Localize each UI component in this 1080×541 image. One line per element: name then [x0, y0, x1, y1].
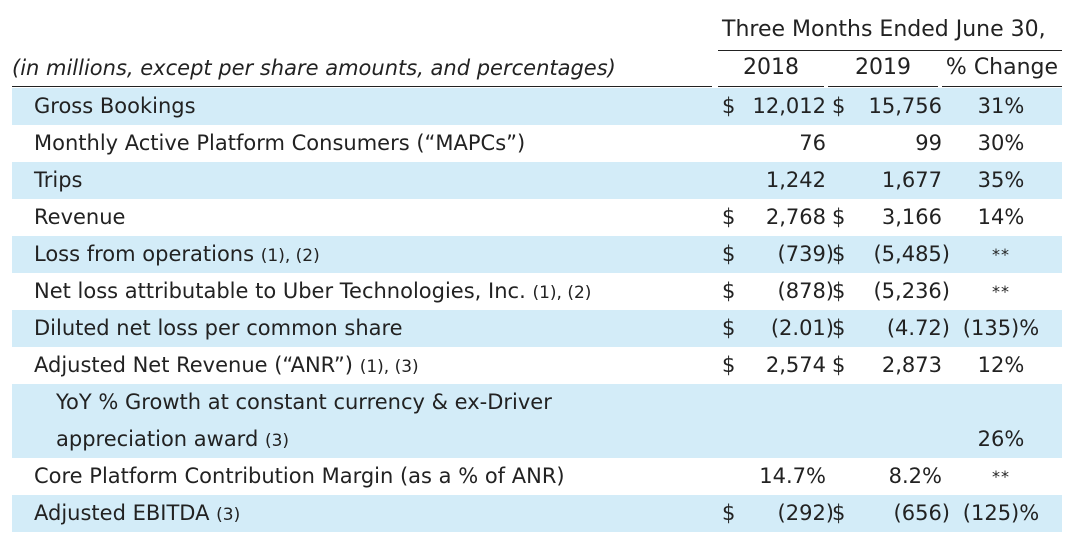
value-2019: 8.2% — [888, 464, 942, 488]
units-note: (in millions, except per share amounts, … — [12, 56, 616, 80]
table-row-net-loss: Net loss attributable to Uber Technologi… — [12, 273, 1062, 310]
row-label: Diluted net loss per common share — [34, 316, 403, 340]
value-change: 14% — [977, 205, 1025, 229]
footnote-ref: (1), (3) — [359, 357, 419, 377]
value-change: ** — [992, 467, 1010, 486]
value-2018: $12,012 — [722, 94, 826, 118]
row-label: Monthly Active Platform Consumers (“MAPC… — [34, 131, 526, 155]
row-label: Trips — [34, 168, 83, 192]
value-2019: 1,677 — [881, 168, 942, 192]
value-2018: 76 — [799, 131, 826, 155]
period-header: Three Months Ended June 30, — [722, 17, 1046, 42]
table-row-gross-bookings: Gross Bookings $12,012 $15,756 31% — [12, 88, 1062, 125]
period-underline — [718, 50, 1062, 51]
value-2019: $ (5,236) — [832, 279, 950, 303]
value-2018: $ (739) — [722, 242, 834, 266]
value-2019: 99 — [915, 131, 942, 155]
value-2019: $ (5,485) — [832, 242, 950, 266]
row-label-continued: appreciation award (3) — [56, 427, 290, 451]
value-change: ** — [992, 282, 1010, 301]
value-2019: $2,873 — [832, 353, 942, 377]
table-row-revenue: Revenue $2,768 $3,166 14% — [12, 199, 1062, 236]
value-2018: $ (878) — [722, 279, 834, 303]
value-change: 31% — [977, 94, 1025, 118]
row-label: Net loss attributable to Uber Technologi… — [34, 279, 592, 303]
value-2018: 1,242 — [765, 168, 826, 192]
row-label: Core Platform Contribution Margin (as a … — [34, 464, 565, 488]
value-2018: 14.7% — [759, 464, 826, 488]
table-row-loss-from-operations: Loss from operations (1), (2) $ (739) $ (5… — [12, 236, 1062, 273]
column-header-change: % Change — [945, 55, 1059, 80]
footnote-ref: (1), (2) — [532, 283, 592, 303]
value-2019: $ (4.72) — [832, 316, 950, 340]
value-change: ** — [992, 245, 1010, 264]
header-rule-2019 — [828, 86, 938, 87]
table-row-anr: Adjusted Net Revenue (“ANR”) (1), (3) $2… — [12, 347, 1062, 384]
table-row-yoy-growth: YoY % Growth at constant currency & ex-D… — [12, 384, 1062, 458]
value-2018: $ (292) — [722, 501, 834, 525]
table-row-diluted-net-loss: Diluted net loss per common share $ (2.01… — [12, 310, 1062, 347]
header-rule — [12, 86, 712, 87]
row-label: YoY % Growth at constant currency & ex-D… — [56, 390, 552, 414]
row-label: Adjusted EBITDA (3) — [34, 501, 241, 525]
value-change: 12% — [977, 353, 1025, 377]
value-2018: $2,574 — [722, 353, 826, 377]
footnote-ref: (1), (2) — [260, 246, 320, 266]
value-2019: $ (656) — [832, 501, 950, 525]
value-change: (135)% — [962, 316, 1040, 340]
row-label: Gross Bookings — [34, 94, 196, 118]
table-row-adjusted-ebitda: Adjusted EBITDA (3) $ (292) $ (656) (125)% — [12, 495, 1062, 532]
row-label: Loss from operations (1), (2) — [34, 242, 320, 266]
financial-table: Gross Bookings $12,012 $15,756 31% Month… — [12, 88, 1062, 532]
footnote-ref: (3) — [216, 505, 241, 525]
header-rule-2018 — [718, 86, 824, 87]
value-change: 30% — [977, 131, 1025, 155]
header-rule-change — [942, 86, 1062, 87]
value-2019: $3,166 — [832, 205, 942, 229]
table-row-trips: Trips 1,242 1,677 35% — [12, 162, 1062, 199]
footnote-ref: (3) — [264, 431, 290, 451]
value-change: (125)% — [962, 501, 1040, 525]
table-row-mapcs: Monthly Active Platform Consumers (“MAPC… — [12, 125, 1062, 162]
row-label: Adjusted Net Revenue (“ANR”) (1), (3) — [34, 353, 419, 377]
value-change: 26% — [977, 427, 1025, 451]
value-2019: $15,756 — [832, 94, 942, 118]
value-2018: $2,768 — [722, 205, 826, 229]
column-header-2018: 2018 — [743, 55, 799, 80]
row-label: Revenue — [34, 205, 126, 229]
table-row-core-platform-margin: Core Platform Contribution Margin (as a … — [12, 458, 1062, 495]
column-header-2019: 2019 — [855, 55, 911, 80]
value-change: 35% — [977, 168, 1025, 192]
value-2018: $ (2.01) — [722, 316, 834, 340]
